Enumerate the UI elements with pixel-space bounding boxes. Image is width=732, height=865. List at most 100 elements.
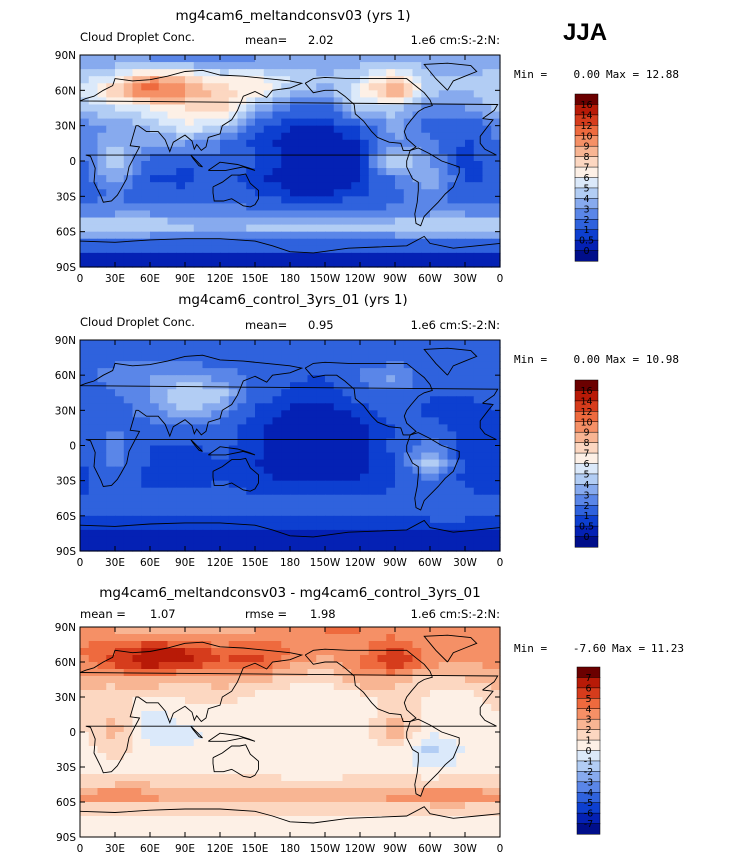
map-cell [228,417,239,425]
map-cell [237,90,247,98]
map-cell [412,809,422,817]
map-cell [185,487,195,496]
map-cell [465,431,475,440]
map-cell [491,396,501,404]
map-cell [421,515,431,524]
map-cell [465,781,475,789]
map-cell [167,746,177,754]
map-cell [80,104,90,113]
map-cell [106,823,116,831]
map-cell [167,417,177,425]
map-cell [351,245,361,254]
map-cell [473,104,484,113]
map-cell [97,396,107,404]
map-cell [403,683,414,691]
map-cell [325,494,335,503]
map-cell [237,139,247,148]
map-cell [377,245,387,254]
map-cell [412,830,422,838]
map-cell [176,711,186,719]
map-cell [158,522,169,531]
map-cell [237,259,247,268]
map-cell [333,690,344,698]
map-cell [290,259,300,268]
map-cell [298,417,309,425]
map-cell [272,690,282,698]
map-cell [176,781,186,789]
map-cell [281,118,291,127]
map-cell [132,396,142,404]
map-cell [412,704,422,712]
map-cell [368,732,379,740]
map-cell [202,725,212,733]
map-cell [281,683,291,691]
map-cell [176,753,186,761]
map-cell [176,459,186,468]
map-cell [333,445,344,454]
map-cell [272,676,282,684]
map-cell [272,697,282,705]
map-cell [272,501,282,510]
map-cell [255,802,265,810]
map-cell [307,132,317,141]
map-cell [272,823,282,831]
map-cell [307,655,317,663]
map-cell [377,445,387,454]
map-cell [316,760,326,768]
map-cell [412,203,422,212]
map-cell [360,111,370,120]
map-cell [395,662,405,670]
map-cell [185,118,195,127]
map-cell [176,480,186,489]
map-cell [88,417,99,425]
map-cell [115,781,125,789]
map-cell [316,711,326,719]
map-cell [386,529,396,538]
map-cell [150,522,160,531]
map-cell [281,368,291,376]
map-cell [403,760,414,768]
map-cell [220,501,230,510]
map-cell [465,725,475,733]
map-cell [237,132,247,141]
map-cell [150,487,160,496]
map-cell [167,203,177,212]
map-cell [255,515,265,524]
coastline [406,147,460,227]
map-cell [290,529,300,538]
map-cell [342,795,352,803]
map-cell [386,224,396,233]
map-cell [263,816,274,824]
map-cell [115,473,125,482]
map-cell [447,648,457,656]
map-cell [360,522,370,531]
map-cell [167,536,177,545]
map-cell [132,459,142,468]
map-cell [377,55,387,63]
map-cell [298,168,309,176]
map-cell [80,816,90,824]
map-cell [360,529,370,538]
map-cell [158,816,169,824]
map-cell [272,662,282,670]
map-cell [395,389,405,397]
map-cell [97,704,107,712]
map-cell [211,676,221,684]
map-cell [403,340,414,348]
map-cell [456,252,466,261]
map-cell [342,480,352,489]
map-cell [141,690,151,698]
map-cell [421,795,431,803]
map-cell [447,417,457,425]
map-cell [447,97,457,106]
map-cell [333,132,344,141]
map-cell [123,466,134,475]
map-cell [176,125,186,134]
map-cell [395,83,405,91]
map-cell [325,382,335,390]
map-cell [360,718,370,726]
map-cell [202,403,212,411]
map-cell [115,704,125,712]
map-cell [211,746,221,754]
map-cell [97,161,107,169]
